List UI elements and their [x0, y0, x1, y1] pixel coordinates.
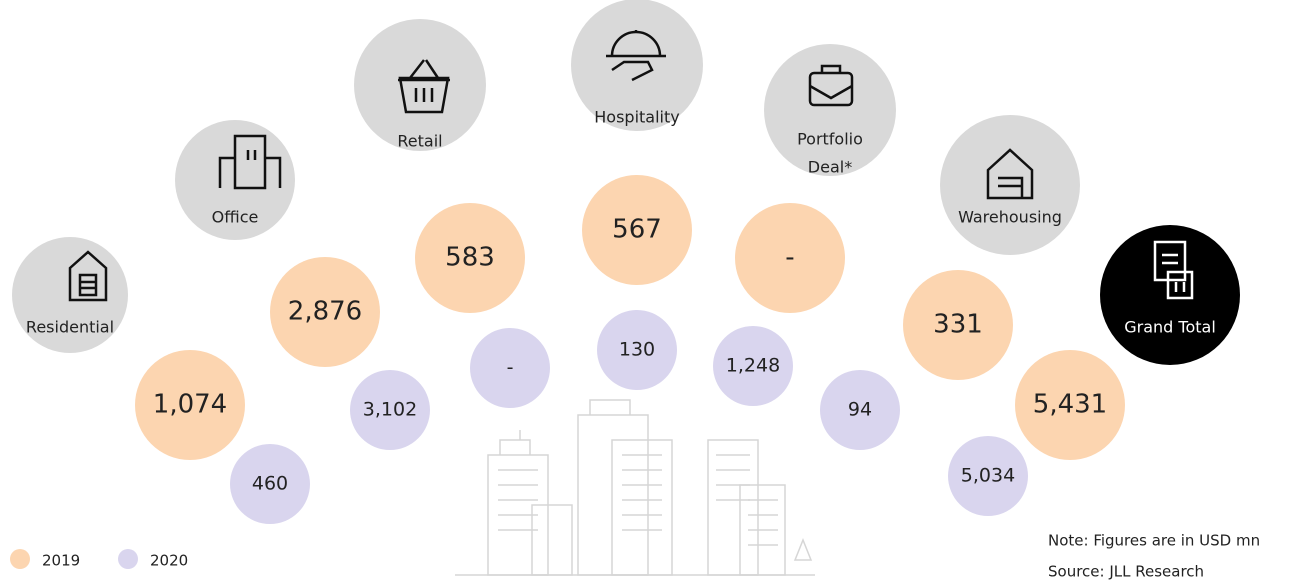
bubble-2019 — [903, 270, 1013, 380]
legend-swatch — [118, 549, 138, 569]
bubble-2020 — [597, 310, 677, 390]
bubble-2020 — [713, 326, 793, 406]
bubble-2020 — [350, 370, 430, 450]
sector-label: Portfolio — [797, 130, 863, 149]
sector-circle — [354, 19, 486, 151]
value-2019: 331 — [933, 310, 983, 340]
value-2019: - — [785, 243, 794, 273]
value-2020: 5,034 — [961, 465, 1015, 487]
bubble-2019 — [1015, 350, 1125, 460]
value-2020: 1,248 — [726, 355, 780, 377]
bubble-2020 — [470, 328, 550, 408]
bubble-2019 — [135, 350, 245, 460]
value-2020: 130 — [619, 339, 655, 361]
value-2019: 5,431 — [1033, 390, 1107, 420]
value-2019: 1,074 — [153, 390, 227, 420]
sector-circle — [1100, 225, 1240, 365]
value-2019: 583 — [445, 243, 495, 273]
legend-swatch — [10, 549, 30, 569]
bubble-2019 — [735, 203, 845, 313]
sector-circle — [764, 44, 896, 176]
bubble-2019 — [415, 203, 525, 313]
bubble-2020 — [820, 370, 900, 450]
value-2019: 2,876 — [288, 297, 362, 327]
sector-label: Warehousing — [958, 208, 1062, 227]
sector-label: Retail — [397, 132, 442, 151]
legend-label: 2019 — [42, 552, 80, 570]
sector-label: Deal* — [808, 158, 852, 177]
bubble-2019 — [270, 257, 380, 367]
legend-label: 2020 — [150, 552, 188, 570]
value-2020: 94 — [848, 399, 872, 421]
sector-label: Grand Total — [1124, 318, 1216, 337]
note: Note: Figures are in USD mn — [1048, 532, 1260, 550]
sector-label: Residential — [26, 318, 114, 337]
bubble-2020 — [230, 444, 310, 524]
bubble-2019 — [582, 175, 692, 285]
sector-label: Hospitality — [594, 108, 679, 127]
source: Source: JLL Research — [1048, 563, 1204, 580]
bubble-2020 — [948, 436, 1028, 516]
value-2020: 3,102 — [363, 399, 417, 421]
skyline — [455, 399, 815, 576]
icons — [68, 30, 1194, 302]
sector-label: Office — [212, 208, 259, 227]
value-2019: 567 — [612, 215, 662, 245]
value-2020: 460 — [252, 473, 288, 495]
sector-circle — [571, 0, 703, 131]
value-2020: - — [507, 357, 514, 379]
